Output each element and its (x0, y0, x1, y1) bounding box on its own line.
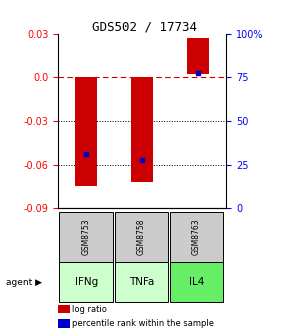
Text: agent ▶: agent ▶ (6, 278, 42, 287)
Text: GDS502 / 17734: GDS502 / 17734 (93, 20, 197, 33)
Text: TNFa: TNFa (129, 277, 154, 287)
Text: log ratio: log ratio (72, 305, 107, 313)
Text: percentile rank within the sample: percentile rank within the sample (72, 319, 215, 328)
Text: IFNg: IFNg (75, 277, 98, 287)
Text: GSM8753: GSM8753 (82, 218, 91, 255)
Bar (131, 77, 153, 182)
Text: IL4: IL4 (189, 277, 204, 287)
Bar (187, 38, 209, 74)
Text: GSM8758: GSM8758 (137, 219, 146, 255)
Bar (75, 77, 97, 186)
Text: GSM8763: GSM8763 (192, 218, 201, 255)
